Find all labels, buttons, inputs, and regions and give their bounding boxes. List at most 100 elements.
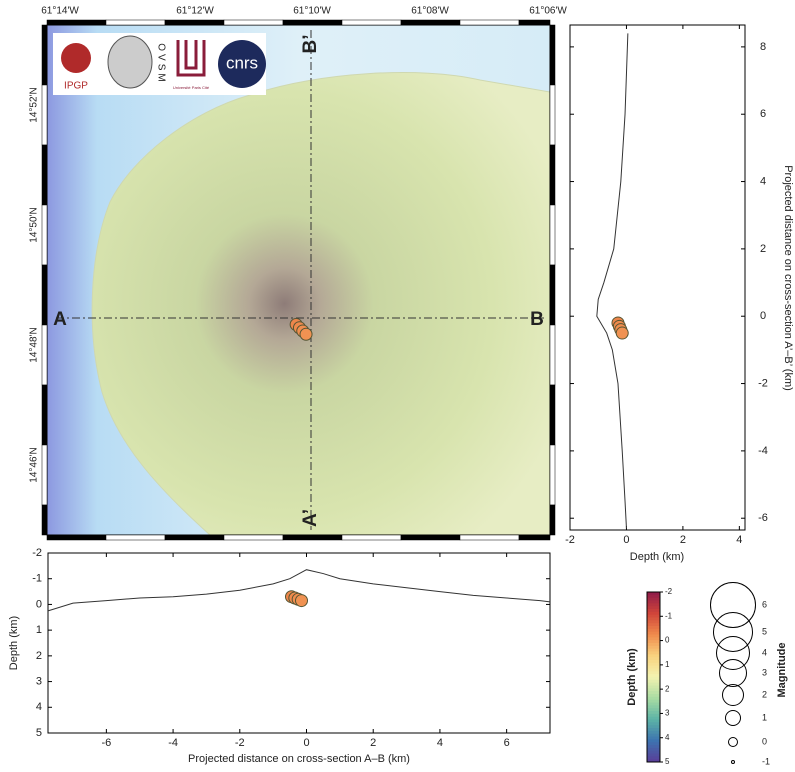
frame-seg: [459, 19, 520, 26]
x-tick-label: -4: [168, 737, 178, 749]
colorbar-tick-label: 2: [665, 684, 670, 693]
colorbar-cell: [647, 756, 660, 760]
magnitude-label: 6: [762, 599, 767, 609]
colorbar-cell: [647, 643, 660, 647]
colorbar-tick-label: 3: [665, 709, 670, 718]
frame-seg: [46, 19, 107, 26]
colorbar-cell: [647, 730, 660, 735]
frame-seg: [41, 384, 48, 446]
frame-seg: [223, 534, 284, 541]
frame-seg: [282, 534, 343, 541]
colorbar-cell: [647, 626, 660, 630]
frame-seg: [459, 534, 520, 541]
colorbar-cell: [647, 725, 660, 729]
colorbar-cell: [647, 637, 660, 641]
frame-seg: [41, 204, 48, 266]
colorbar-tick-label: 1: [665, 660, 670, 669]
x-axis-label: Projected distance on cross-section A–B …: [188, 753, 410, 765]
frame-seg: [341, 534, 402, 541]
colorbar-cell: [647, 694, 660, 698]
x-tick-label: 2: [370, 737, 376, 749]
magnitude-symbol: [722, 684, 744, 706]
frame-seg: [549, 504, 556, 536]
colorbar-tick-label: 0: [665, 636, 670, 645]
frame-seg: [41, 324, 48, 386]
magnitude-label: 2: [762, 689, 767, 699]
y-tick-label: 2: [36, 650, 42, 662]
magnitude-symbol: [713, 612, 753, 652]
colorbar-cell: [647, 711, 660, 715]
magnitude-symbol: [728, 737, 738, 747]
lon-tick-label: 61°14'W: [41, 6, 79, 17]
frame-seg: [164, 19, 225, 26]
colorbar-label: Depth (km): [626, 648, 638, 706]
section-label: A: [53, 309, 67, 330]
frame-seg: [41, 24, 48, 86]
frame-seg: [518, 534, 551, 541]
frame-seg: [549, 204, 556, 266]
magnitude-symbol: [710, 582, 756, 628]
section-event: [295, 594, 309, 608]
x-tick-label: 4: [437, 737, 443, 749]
colorbar-cell: [647, 705, 660, 709]
y-tick-label: -2: [758, 377, 768, 389]
colorbar-cell: [647, 728, 660, 732]
colorbar-cell: [647, 685, 660, 689]
frame-seg: [549, 84, 556, 146]
colorbar-cell: [647, 699, 660, 703]
frame-seg: [518, 19, 551, 26]
colorbar-cell: [647, 696, 660, 701]
magnitude-symbol: [731, 760, 735, 764]
topography-profile: [47, 569, 551, 612]
colorbar-tick-label: -2: [665, 587, 673, 596]
colorbar-cell: [647, 736, 660, 740]
colorbar-cell: [647, 691, 660, 695]
y-tick-label: 5: [36, 727, 42, 739]
colorbar-cell: [647, 614, 660, 618]
magnitude-symbol: [716, 636, 750, 670]
section-event: [615, 326, 629, 340]
colorbar-tick-label: 4: [665, 733, 670, 742]
x-tick-label: 4: [736, 534, 742, 546]
magnitude-label: 4: [762, 647, 767, 657]
colorbar-cell: [647, 747, 660, 752]
colorbar-cell: [647, 640, 660, 644]
colorbar-cell: [647, 688, 660, 692]
frame-seg: [41, 84, 48, 146]
colorbar-cell: [647, 677, 660, 681]
colorbar-cell: [647, 671, 660, 675]
frame-seg: [549, 24, 556, 86]
colorbar-cell: [647, 679, 660, 684]
logo-text: cnrs: [226, 53, 258, 72]
x-tick-label: -6: [101, 737, 111, 749]
colorbar-cell: [647, 739, 660, 743]
colorbar-cell: [647, 674, 660, 678]
colorbar-cell: [647, 651, 660, 655]
frame-seg: [549, 264, 556, 326]
logo-text: OVSM: [155, 43, 166, 84]
colorbar-tick-label: 5: [665, 757, 670, 766]
colorbar-cell: [647, 631, 660, 635]
colorbar-cell: [647, 742, 660, 746]
y-tick-label: 0: [760, 310, 766, 322]
colorbar-cell: [647, 657, 660, 661]
section-label: B: [530, 309, 544, 330]
y-tick-label: -1: [32, 573, 42, 585]
colorbar-cell: [647, 634, 660, 638]
magnitude-label: 0: [762, 736, 767, 746]
colorbar-cell: [647, 750, 660, 754]
x-axis-label: Depth (km): [630, 551, 684, 563]
colorbar-cell: [647, 753, 660, 757]
y-tick-label: 6: [760, 108, 766, 120]
colorbar-cell: [647, 654, 660, 658]
x-tick-label: -2: [565, 534, 575, 546]
frame-seg: [105, 534, 166, 541]
frame-seg: [282, 19, 343, 26]
colorbar-cell: [647, 594, 660, 599]
frame-seg: [164, 534, 225, 541]
colorbar-cell: [647, 597, 660, 601]
upc-logo: [176, 40, 206, 77]
magnitude-label: 3: [762, 667, 767, 677]
colorbar-cell: [647, 648, 660, 652]
frame-seg: [223, 19, 284, 26]
